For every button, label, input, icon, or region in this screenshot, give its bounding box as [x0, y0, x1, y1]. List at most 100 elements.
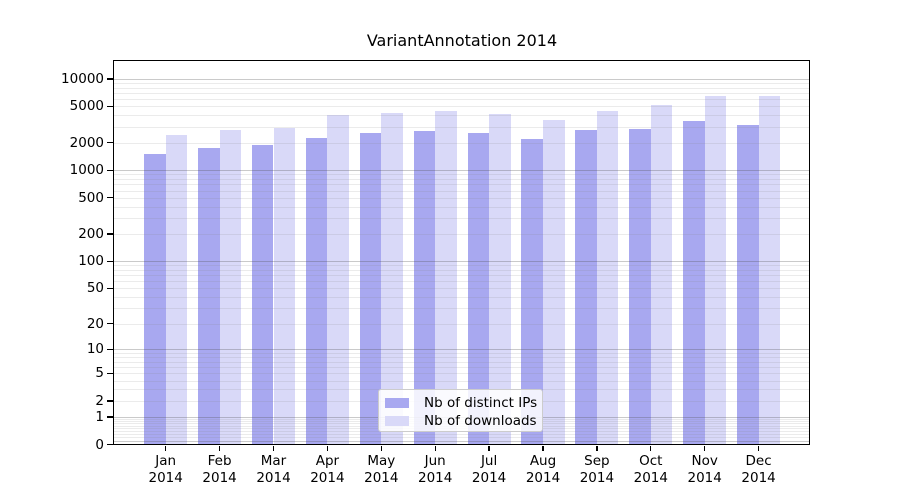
minor-gridline	[113, 87, 810, 89]
bar-downloads-mar	[273, 127, 296, 445]
x-tick-month: Mar	[260, 453, 287, 469]
x-axis-tick	[542, 446, 544, 451]
x-tick-year: 2014	[741, 469, 776, 486]
y-axis-tick-label: 1	[95, 408, 104, 425]
x-tick-month: Feb	[207, 453, 232, 469]
x-axis-tick	[165, 446, 167, 451]
x-axis-tick-label: Jul 2014	[462, 453, 516, 486]
x-axis-tick-label: Feb 2014	[193, 453, 247, 486]
x-tick-month: Sep	[584, 453, 610, 469]
x-axis-tick-label: Oct 2014	[624, 453, 678, 486]
bar-downloads-jul	[489, 113, 511, 445]
legend-swatch-downloads	[385, 416, 409, 426]
chart-title: VariantAnnotation 2014	[366, 31, 558, 50]
y-axis-tick-label: 10000	[61, 70, 104, 87]
x-axis-tick-label: Dec 2014	[732, 453, 786, 486]
y-axis-tick	[107, 169, 113, 171]
y-axis-tick	[107, 105, 113, 108]
y-axis-tick-label: 5	[95, 365, 104, 382]
bar-downloads-feb	[219, 130, 242, 445]
x-tick-month: Aug	[529, 453, 557, 469]
y-axis-tick	[107, 78, 113, 80]
bar-ips-aug	[521, 138, 543, 445]
bar-ips-jun	[413, 130, 436, 445]
x-axis-tick-label: Aug 2014	[516, 453, 570, 486]
bar-ips-jan	[144, 153, 166, 445]
y-axis-tick	[107, 142, 113, 144]
bar-ips-feb	[198, 147, 220, 445]
x-axis-tick	[650, 446, 652, 451]
x-axis-tick	[596, 446, 598, 451]
bar-ips-may	[359, 133, 382, 445]
bar-ips-jul	[467, 132, 490, 445]
minor-gridline	[113, 93, 810, 95]
major-gridline	[113, 78, 810, 80]
y-axis-tick-label: 0	[95, 436, 104, 453]
legend-item-distinct-ips: Nb of distinct IPs	[385, 394, 542, 412]
x-axis-tick	[218, 446, 221, 451]
bar-ips-apr	[305, 137, 328, 445]
x-tick-month: Oct	[639, 453, 663, 469]
bar-ips-oct	[629, 128, 651, 445]
minor-gridline	[113, 83, 810, 85]
y-axis-tick-label: 2000	[69, 134, 104, 151]
x-tick-year: 2014	[256, 469, 291, 486]
bar-downloads-dec	[758, 96, 781, 445]
x-tick-month: Jun	[424, 453, 446, 469]
y-axis-tick	[107, 416, 113, 418]
x-axis-tick-label: Mar 2014	[247, 453, 301, 486]
x-axis-tick	[272, 446, 275, 451]
y-axis-tick	[107, 260, 113, 262]
bar-downloads-nov	[704, 96, 727, 445]
bar-downloads-jan	[165, 134, 188, 445]
x-tick-month: Dec	[745, 453, 772, 469]
x-axis-tick	[434, 446, 436, 451]
x-axis-tick-label: May 2014	[354, 453, 408, 486]
bar-downloads-aug	[543, 120, 565, 445]
legend-label-downloads: Nb of downloads	[424, 413, 537, 429]
x-axis-tick-label: Nov 2014	[678, 453, 732, 486]
x-axis-tick-label: Jan 2014	[139, 453, 193, 486]
y-axis-tick	[107, 197, 113, 199]
x-axis-tick-label: Apr 2014	[300, 453, 354, 486]
legend-label-distinct-ips: Nb of distinct IPs	[424, 395, 538, 411]
x-tick-year: 2014	[418, 469, 453, 486]
y-axis-tick	[107, 322, 113, 325]
x-tick-year: 2014	[364, 469, 399, 486]
x-axis-tick-label: Sep 2014	[570, 453, 624, 486]
y-axis-tick-label: 50	[86, 280, 104, 297]
bar-ips-mar	[251, 145, 274, 445]
x-tick-year: 2014	[579, 469, 615, 486]
bar-ips-sep	[575, 129, 597, 445]
plot-area	[113, 60, 810, 445]
x-tick-year: 2014	[310, 469, 345, 486]
y-axis-tick	[107, 348, 113, 350]
bar-downloads-jun	[435, 110, 457, 445]
legend-swatch-distinct-ips	[385, 398, 409, 408]
bar-downloads-sep	[596, 110, 619, 445]
y-axis-tick	[107, 372, 113, 375]
y-axis-tick	[107, 233, 113, 235]
x-tick-month: Nov	[691, 453, 718, 469]
x-axis-tick	[326, 446, 329, 451]
x-axis-tick	[380, 446, 382, 451]
x-tick-month: Jul	[480, 453, 498, 469]
x-axis-tick-label: Jun 2014	[408, 453, 462, 486]
y-axis-tick-label: 500	[78, 189, 104, 206]
x-tick-year: 2014	[148, 469, 183, 486]
y-axis-tick-label: 2	[95, 392, 104, 409]
bar-ips-nov	[683, 121, 705, 445]
bar-downloads-oct	[650, 105, 673, 445]
x-tick-year: 2014	[687, 469, 722, 486]
x-axis-tick	[704, 446, 706, 451]
bar-downloads-apr	[327, 115, 349, 445]
legend: Nb of distinct IPs Nb of downloads	[378, 389, 543, 432]
y-axis-tick-label: 5000	[69, 98, 104, 115]
x-tick-month: Apr	[315, 453, 340, 469]
y-axis-tick-label: 1000	[69, 162, 104, 179]
legend-item-downloads: Nb of downloads	[385, 412, 542, 430]
bar-ips-dec	[737, 124, 759, 445]
bar-downloads-may	[381, 113, 403, 445]
y-axis-tick	[107, 287, 113, 290]
